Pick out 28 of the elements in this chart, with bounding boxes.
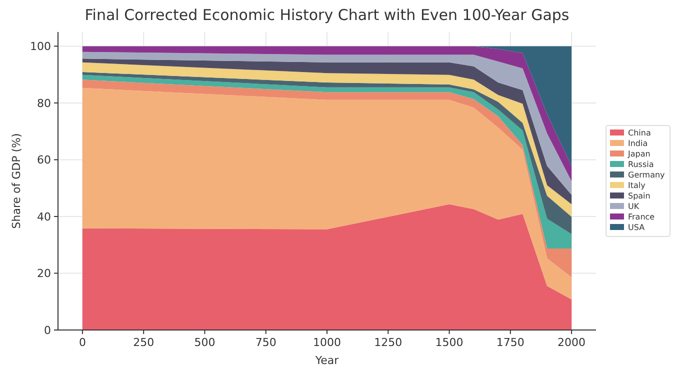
y-tick-label: 20: [37, 267, 51, 280]
legend-label: Japan: [627, 150, 650, 158]
legend-label: France: [628, 212, 655, 222]
legend-label: UK: [628, 202, 640, 211]
y-tick-label: 80: [37, 96, 51, 110]
legend-label: Germany: [628, 170, 666, 180]
legend-label: Italy: [628, 181, 646, 190]
y-tick-label: 60: [37, 154, 51, 167]
x-tick-label: 1500: [435, 336, 464, 349]
x-tick-label: 0: [78, 336, 86, 349]
legend-label: India: [628, 139, 648, 148]
x-tick-label: 1250: [374, 336, 402, 349]
y-axis-title: Share of GDP (%): [10, 133, 23, 229]
x-tick-label: 250: [133, 336, 154, 349]
y-tick-label: 0: [44, 324, 51, 337]
chart-title: Final Corrected Economic History Chart with Even 100-Year Gaps: [84, 6, 570, 24]
legend-label: USA: [628, 223, 646, 232]
x-tick-label: 500: [194, 336, 216, 349]
x-tick-label: 2000: [558, 336, 586, 349]
x-tick-label: 1750: [496, 336, 524, 349]
y-tick-label: 40: [37, 210, 51, 224]
y-tick-label: 100: [30, 40, 51, 54]
x-tick-label: 1000: [313, 336, 341, 349]
legend-label: China: [628, 128, 651, 138]
legend-label: Spain: [628, 192, 650, 200]
x-tick-label: 750: [255, 336, 276, 349]
legend-label: Russia: [628, 160, 654, 169]
x-axis-title: Year: [314, 354, 340, 367]
